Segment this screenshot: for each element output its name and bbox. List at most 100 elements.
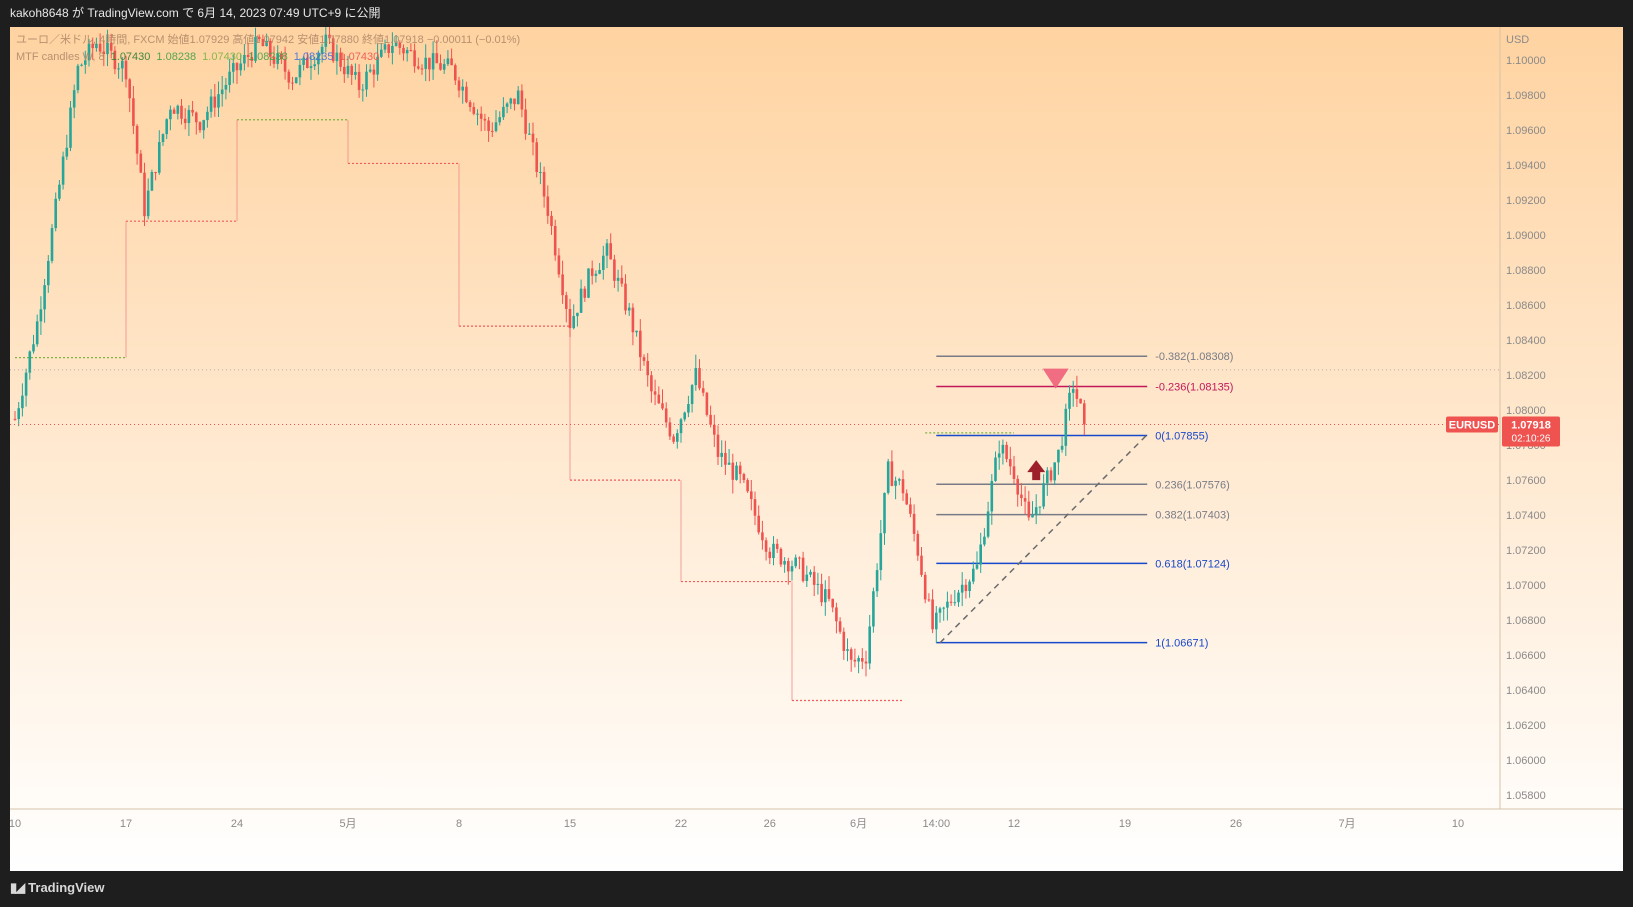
candle-body (76, 65, 80, 91)
candle-body (1071, 389, 1075, 393)
candle-body (942, 607, 945, 609)
candle-body (757, 515, 760, 533)
symbol-legend: ユーロ／米ドル, 4時間, FXCM 始値1.07929 高値1.07942 安… (16, 32, 520, 46)
candle-body (631, 307, 635, 333)
candle-body (590, 268, 594, 276)
candle-body (158, 142, 161, 173)
candle-body (365, 71, 368, 90)
candle-body (557, 255, 561, 275)
candle-body (302, 57, 305, 65)
candle-body (294, 77, 298, 83)
trend-line[interactable] (939, 434, 1148, 644)
mtf-legend: MTF candles W, 8 1.07430 1.08238 1.07430 1.0… (16, 51, 379, 63)
candle-body (309, 66, 313, 68)
chart-svg[interactable]: -0.382(1.08308) -0.236(1.08135) 0(1.07855)… (9, 21, 1623, 871)
candle-body (58, 184, 61, 199)
fibonacci-retracement[interactable]: -0.382(1.08308) -0.236(1.08135) 0(1.07855)… (936, 351, 1233, 650)
candle-body (428, 57, 431, 70)
candle-body (1005, 444, 1008, 460)
candle-body (927, 599, 931, 601)
candle-body (335, 52, 339, 62)
candle-body (701, 388, 705, 393)
candle-body (239, 63, 242, 71)
candle-body (775, 543, 779, 549)
brand[interactable]: ▮◢ TradingView (10, 880, 105, 896)
candle-body (457, 80, 461, 91)
mtf-legend-value: 1.07430 (202, 51, 242, 63)
candle-body (594, 273, 598, 276)
candle-body (224, 84, 228, 90)
time-axis[interactable]: 10 17 24 5月 8 15 22 26 6月 14:00 12 19 26 7月 10 (9, 818, 1464, 830)
candle-body (128, 79, 131, 99)
candle-body (254, 36, 257, 61)
last-price-value: 1.07918 (1511, 419, 1551, 431)
candle-body (183, 118, 187, 124)
candle-body (890, 461, 894, 486)
time-tick-label: 26 (1230, 818, 1242, 830)
candle-body (413, 50, 416, 67)
candle-body (1053, 462, 1056, 481)
candle-body (964, 584, 968, 592)
candle-body (387, 44, 390, 53)
candle-body (1046, 470, 1049, 484)
price-tick-label: 1.08400 (1506, 335, 1546, 347)
candle-body (805, 574, 809, 582)
candle-body (683, 412, 686, 420)
candle-body (220, 89, 224, 95)
candle-body (313, 64, 316, 67)
candle-body (801, 557, 805, 582)
candle-body (790, 566, 794, 572)
candle-body (846, 649, 849, 651)
candle-body (483, 118, 487, 121)
price-tick-label: 1.09400 (1506, 160, 1546, 172)
candle-body (176, 105, 180, 114)
candle-body (1009, 459, 1012, 467)
candle-body (346, 65, 350, 75)
candle-body (431, 53, 435, 70)
candle-body (583, 288, 587, 298)
candle-body (54, 198, 57, 229)
chart-area[interactable]: -0.382(1.08308) -0.236(1.08135) 0(1.07855)… (9, 21, 1623, 871)
chart-background (10, 27, 1623, 871)
candle-body (320, 46, 324, 54)
candle-body (935, 612, 938, 630)
candle-body (698, 367, 701, 389)
candle-body (109, 42, 113, 51)
mtf-weekly-levels (15, 119, 1014, 702)
candle-body (376, 56, 379, 75)
candle-body (328, 34, 331, 39)
candle-body (476, 113, 479, 115)
candle-body (535, 142, 538, 172)
candle-body (909, 504, 912, 514)
candle-body (468, 102, 472, 108)
candle-body (609, 243, 612, 260)
price-axis[interactable]: USD 1.10000 1.09800 1.09600 1.09400 1.09200 1… (1506, 34, 1546, 802)
candle-body (454, 65, 457, 81)
candle-body (1083, 403, 1086, 425)
candle-body (502, 106, 505, 118)
candle-body (472, 107, 476, 114)
candle-body (735, 465, 738, 480)
candle-body (898, 479, 901, 481)
candle-body (50, 228, 54, 261)
fib-level-label: 0.618(1.07124) (1155, 558, 1230, 570)
candle-body (331, 38, 335, 62)
candle-body (232, 63, 235, 72)
candle-body (269, 40, 272, 57)
candle-body (650, 375, 653, 392)
candle-body (1068, 392, 1071, 409)
candle-body (250, 57, 254, 61)
candle-body (727, 462, 731, 465)
candle-body (117, 68, 120, 70)
candle-body (276, 53, 279, 64)
price-tick-label: 1.09600 (1506, 125, 1546, 137)
mtf-legend-value: 1.07430 (111, 51, 151, 63)
time-tick-label: 17 (120, 818, 132, 830)
candle-body (872, 591, 875, 627)
candle-body (587, 268, 590, 298)
candle-body (568, 308, 572, 329)
candle-body (368, 69, 372, 72)
candle-body (261, 39, 265, 47)
candle-body (446, 58, 450, 65)
candle-body (361, 89, 365, 91)
